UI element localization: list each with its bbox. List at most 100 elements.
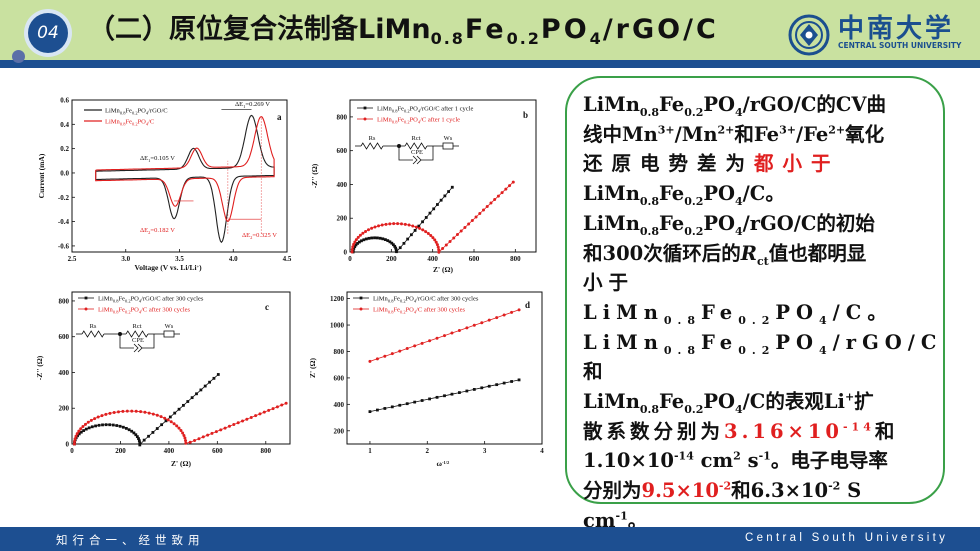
- legend-label-c-part: LiMn: [377, 117, 393, 124]
- nyquist-point-rgo-300: [132, 431, 136, 435]
- nyquist-point-c-300: [100, 414, 104, 418]
- x-tick-label: 400: [427, 255, 438, 263]
- nyquist-point-c-1: [474, 215, 478, 219]
- equivalent-circuit: Rs Rct Ws CPE: [355, 135, 459, 165]
- legend-label-c-part: LiMn: [98, 307, 114, 314]
- nyquist-point-rgo-1: [394, 248, 398, 252]
- legend-marker-c: [359, 307, 363, 311]
- nyquist-point-rgo-300: [90, 425, 94, 429]
- nyquist-point-rgo-1: [375, 236, 379, 240]
- nyquist-point-rgo-1: [417, 224, 421, 228]
- legend-label-rgo-part: LiMn: [373, 296, 389, 303]
- t: 0.8: [639, 224, 660, 238]
- panel-label: c: [265, 302, 269, 312]
- legend-marker-c: [84, 307, 88, 311]
- x-tick-label: 3.5: [175, 255, 184, 263]
- nyquist-point-c-300: [249, 415, 253, 419]
- nyquist-point-c-1: [437, 250, 441, 254]
- warburg-point-1: [405, 347, 409, 351]
- nyquist-point-rgo-1: [391, 243, 395, 247]
- t: PO: [703, 182, 736, 206]
- nyquist-point-rgo-300: [186, 400, 190, 403]
- equivalent-circuit: Rs Rct Ws CPE: [76, 323, 180, 353]
- y-axis-label: -Z'' (Ω): [310, 163, 319, 188]
- warburg-point-1: [495, 316, 499, 320]
- x-tick-label: 3: [483, 447, 487, 455]
- highlight-text: -14: [842, 420, 875, 434]
- nyquist-point-c-1: [351, 245, 355, 249]
- summary-text: LiMn0.8Fe0.2PO4/rGO/C的CV曲 线中Mn3+/Mn2+和Fe…: [583, 90, 939, 536]
- section-number-badge: 04: [28, 13, 68, 53]
- y-tick-label: 200: [334, 427, 345, 435]
- warburg-point-0: [398, 403, 402, 407]
- warburg-point-0: [487, 384, 491, 388]
- nyquist-point-c-300: [125, 409, 129, 413]
- nyquist-point-c-1: [489, 201, 493, 205]
- legend-label-c-part: /C after 300 cycles: [416, 307, 465, 314]
- warburg-point-0: [428, 397, 431, 401]
- t: /C。: [832, 300, 893, 324]
- t: PO: [703, 390, 736, 414]
- warburg-chart-panel: 1 2 3 4 200 400 600 800 1000 1200 LiMn0.8Fe0.2PO4/…: [305, 286, 550, 472]
- legend-label-c-part: /C after 1 cycle: [420, 117, 460, 124]
- y-axis-label: Current (mA): [37, 153, 46, 198]
- warburg-point-0: [435, 395, 439, 399]
- nyquist-point-rgo-300: [76, 434, 79, 438]
- nyquist-point-c-300: [181, 431, 185, 435]
- nyquist-point-rgo-1: [409, 233, 413, 237]
- nyquist-point-rgo-1: [398, 246, 402, 250]
- cpe-element: [133, 343, 143, 353]
- warburg-point-1: [457, 328, 461, 332]
- cv-chart: 2.5 3.0 3.5 4.0 4.5 -0.6 -0.4 -0.2 0.0 0.2 0.4 0.6 L…: [37, 97, 292, 273]
- nyquist-point-rgo-300: [138, 441, 142, 445]
- legend-label-c-part: 0.2: [132, 121, 138, 126]
- resistor-rs: [360, 142, 384, 150]
- x-tick-label: 4.5: [283, 255, 292, 263]
- highlight-text: 都小于: [754, 152, 840, 176]
- footer-motto: 知行合一、经世致用: [56, 533, 205, 547]
- annotation-de1p-part: =0.269 V: [245, 101, 270, 108]
- y-tick-label: 200: [59, 405, 70, 413]
- nyquist-point-rgo-1: [450, 185, 454, 189]
- t: 线中Mn: [583, 122, 658, 146]
- nyquist-point-c-300: [193, 438, 197, 442]
- nyquist-point-c-300: [206, 433, 210, 437]
- panel-label: d: [525, 300, 530, 310]
- nyquist-point-c-1: [431, 236, 435, 240]
- nyquist-point-c-1: [407, 223, 411, 227]
- legend-label-c-part: 0.8: [388, 309, 394, 314]
- t: ct: [756, 254, 769, 268]
- nyquist-point-c-1: [354, 238, 358, 242]
- nyquist-point-c-300: [112, 410, 116, 414]
- warburg-point-1: [398, 349, 402, 353]
- t: 1.10×10: [583, 449, 674, 473]
- nyquist-point-c-1: [358, 233, 362, 237]
- nyquist-point-rgo-1: [390, 241, 394, 245]
- x-axis-label-part: ): [199, 263, 202, 272]
- legend-label-rgo-part: PO: [410, 106, 419, 113]
- circuit-label-cpe: CPE: [132, 337, 144, 344]
- nyquist-point-c-1: [452, 236, 456, 240]
- legend-label-c-part: Fe: [397, 117, 404, 124]
- nyquist-point-c-1: [426, 231, 430, 235]
- y-tick-label: 1200: [330, 295, 345, 303]
- nyquist-point-rgo-300: [134, 433, 138, 437]
- nyquist-point-rgo-300: [195, 392, 198, 396]
- nyquist-point-c-1: [429, 233, 433, 237]
- cv-chart-panel: 2.5 3.0 3.5 4.0 4.5 -0.6 -0.4 -0.2 0.0 0.2 0.4 0.6 L…: [32, 94, 297, 276]
- cpe-element: [412, 155, 422, 165]
- nyquist-point-rgo-1: [381, 237, 385, 241]
- t: 和300次循环后的: [583, 241, 741, 265]
- nyquist-point-c-1: [478, 212, 482, 216]
- circuit-label-rs: Rs: [90, 323, 97, 330]
- summary-line-11: 1.10×10-14 cm2 s-1。电子电导率: [583, 446, 939, 476]
- warburg-point-0: [480, 386, 484, 390]
- nyquist-point-c-1: [380, 223, 384, 227]
- nyquist-point-c-300: [89, 418, 93, 422]
- x-axis-label-part: ω: [437, 459, 443, 468]
- nyquist-point-c-300: [104, 412, 108, 416]
- nyquist-point-c-1: [433, 238, 437, 242]
- legend-label-c-part: 0.8: [113, 309, 119, 314]
- nyquist-point-rgo-300: [121, 425, 125, 429]
- nyquist-point-c-300: [284, 401, 288, 405]
